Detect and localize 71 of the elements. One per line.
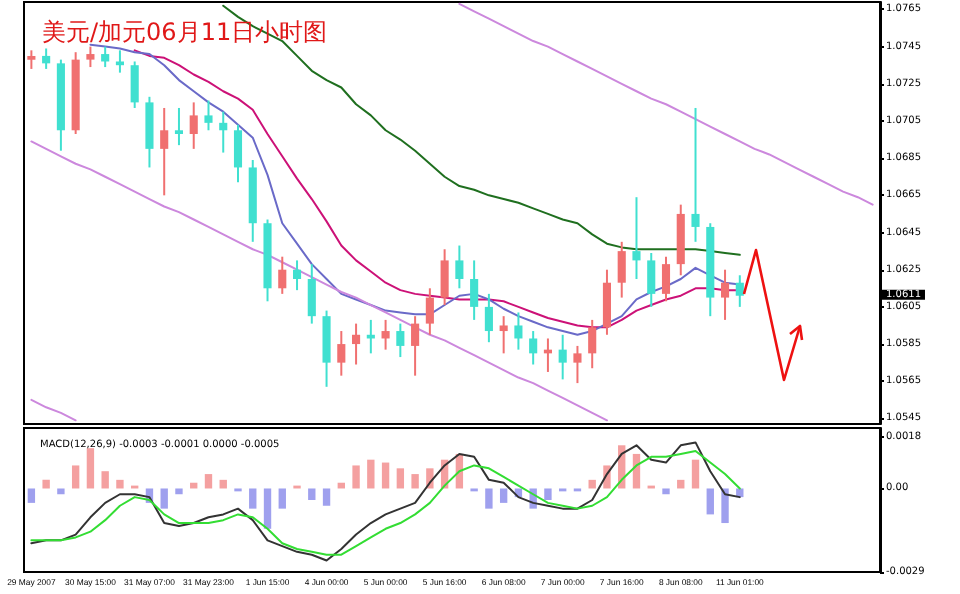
candlestick: [292, 259, 302, 292]
bar: [544, 488, 552, 500]
candlestick: [484, 292, 493, 344]
bar: [57, 488, 65, 495]
bar: [411, 474, 419, 489]
candlestick: [42, 47, 51, 70]
line-series: [458, 2, 874, 206]
candlestick: [647, 251, 656, 308]
candlestick: [617, 240, 626, 299]
candlestick: [204, 99, 213, 132]
bar: [706, 488, 714, 515]
candlestick: [396, 322, 405, 359]
bar: [352, 465, 360, 489]
candlestick: [381, 318, 390, 351]
candlestick: [529, 330, 538, 366]
candlestick: [145, 95, 154, 169]
bar: [721, 488, 729, 524]
candlestick: [720, 268, 730, 321]
bar: [249, 488, 257, 509]
line-series: [30, 398, 77, 422]
bar: [499, 488, 508, 503]
bar: [322, 488, 331, 506]
candlestick: [470, 259, 479, 321]
bar: [204, 474, 213, 489]
candlestick: [189, 101, 198, 150]
candlestick: [588, 318, 597, 370]
bar: [381, 462, 390, 489]
line-series: [30, 140, 608, 422]
candlestick: [514, 311, 523, 351]
candlestick: [233, 123, 243, 184]
bar: [71, 465, 80, 489]
candlestick: [661, 255, 671, 303]
bar: [101, 471, 109, 489]
candlestick: [322, 309, 331, 388]
candlestick: [735, 274, 744, 308]
candlestick: [411, 315, 420, 377]
bar: [263, 488, 272, 529]
candlestick: [115, 49, 124, 74]
candlestick: [219, 110, 228, 154]
bar: [308, 488, 316, 500]
candlestick: [160, 106, 169, 197]
bar: [396, 468, 405, 489]
bar: [160, 488, 168, 509]
candlestick: [632, 196, 641, 280]
candlestick: [440, 248, 449, 307]
bar: [86, 448, 95, 489]
candlestick: [307, 263, 316, 325]
candlestick: [558, 333, 567, 381]
bar: [485, 488, 493, 509]
candlestick: [101, 45, 110, 69]
bar: [175, 488, 183, 495]
candlestick: [425, 287, 434, 336]
candlestick: [573, 344, 582, 385]
bar: [691, 459, 700, 489]
bar: [42, 479, 50, 489]
candlestick: [27, 49, 36, 70]
bar: [27, 488, 36, 503]
candlestick: [602, 268, 612, 336]
bar: [278, 488, 286, 509]
bar: [662, 488, 670, 495]
candlestick: [352, 322, 361, 366]
candlestick: [174, 106, 184, 147]
candlestick: [278, 255, 287, 295]
candlestick: [499, 315, 508, 355]
candlestick: [337, 330, 346, 377]
candlestick: [691, 106, 700, 243]
bar: [367, 459, 375, 489]
candlestick: [86, 45, 95, 69]
candlestick: [130, 60, 139, 109]
bar: [116, 479, 124, 489]
candlestick: [455, 244, 464, 290]
